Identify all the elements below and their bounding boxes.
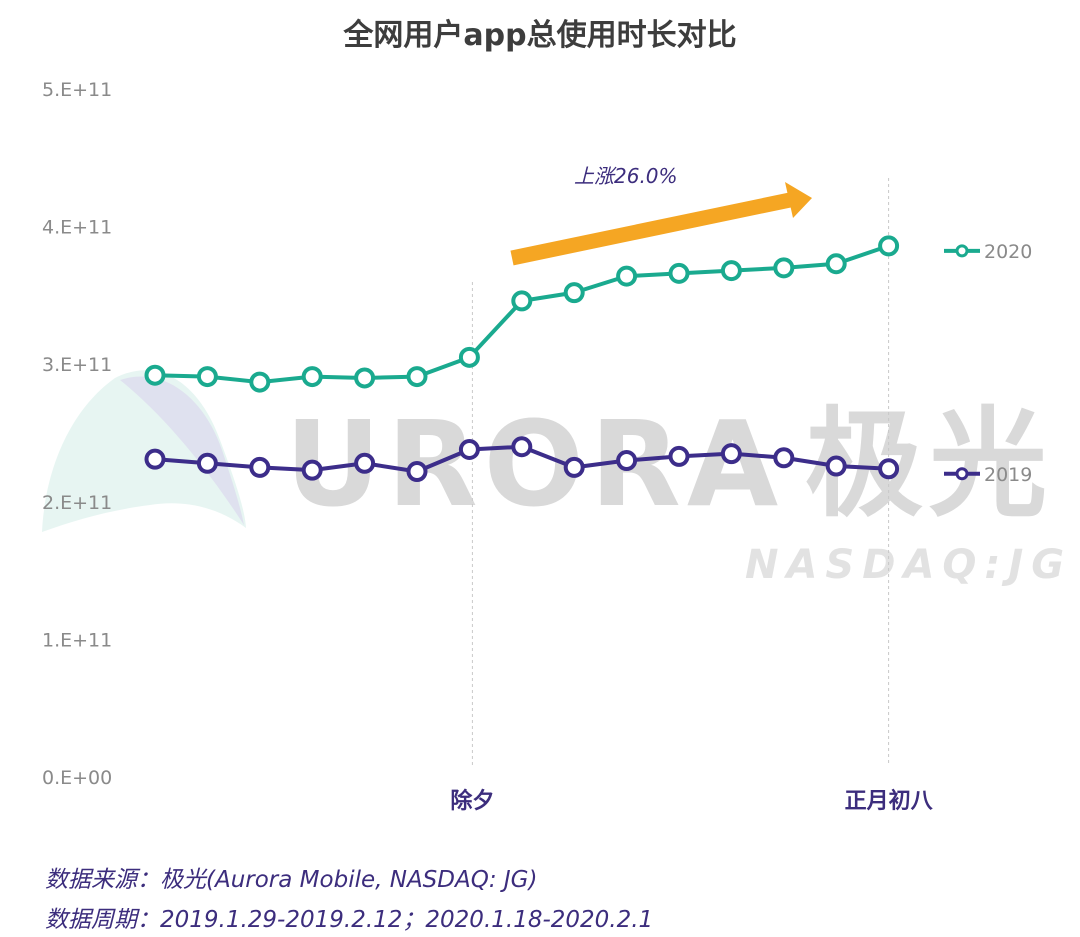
- data-point-2019: [144, 448, 166, 470]
- y-tick-label: 1.E+11: [42, 629, 112, 651]
- data-point-2019: [301, 459, 323, 481]
- data-point-2019: [563, 456, 585, 478]
- chart-title: 全网用户app总使用时长对比: [342, 18, 736, 53]
- data-point-2019: [354, 452, 376, 474]
- data-point-2020: [406, 366, 428, 388]
- footer-period: 数据周期：2019.1.29-2019.2.12；2020.1.18-2020.…: [45, 907, 653, 933]
- data-point-2020: [354, 367, 376, 389]
- y-tick-label: 0.E+00: [42, 767, 112, 789]
- y-tick-label: 5.E+11: [42, 79, 112, 101]
- x-tick-label: 正月初八: [845, 788, 934, 814]
- data-point-2020: [511, 290, 533, 312]
- y-tick-label: 4.E+11: [42, 217, 112, 239]
- legend-swatch-marker-2019: [955, 467, 969, 481]
- data-point-2019: [406, 461, 428, 483]
- data-point-2020: [773, 257, 795, 279]
- watermark-logo-shape-inner: [120, 376, 244, 525]
- footer-source: 数据来源：极光(Aurora Mobile, NASDAQ: JG): [45, 867, 537, 893]
- watermark: URORA 极光 NASDAQ:JG: [42, 370, 1072, 588]
- data-point-2020: [563, 282, 585, 304]
- annotation-arrow-shaft: [510, 192, 792, 266]
- data-point-2020: [249, 371, 271, 393]
- data-point-2020: [720, 260, 742, 282]
- data-point-2020: [878, 235, 900, 257]
- data-point-2019: [249, 456, 271, 478]
- data-point-2020: [616, 265, 638, 287]
- data-point-2020: [668, 262, 690, 284]
- trend-annotation: 上涨26.0%: [510, 164, 812, 266]
- data-point-2020: [458, 346, 480, 368]
- data-point-2019: [878, 458, 900, 480]
- data-point-2019: [825, 455, 847, 477]
- legend-label-2019: 2019: [984, 464, 1032, 486]
- legend-label-2020: 2020: [984, 241, 1032, 263]
- legend-swatch-marker-2020: [955, 244, 969, 258]
- data-point-2020: [301, 366, 323, 388]
- data-point-2020: [144, 364, 166, 386]
- data-point-2019: [616, 450, 638, 472]
- data-point-2020: [196, 366, 218, 388]
- data-point-2019: [511, 436, 533, 458]
- y-tick-label: 3.E+11: [42, 354, 112, 376]
- data-point-2019: [773, 447, 795, 469]
- y-tick-label: 2.E+11: [42, 492, 112, 514]
- annotation-arrow-head: [785, 182, 812, 218]
- annotation-label: 上涨26.0%: [574, 164, 678, 188]
- y-axis: 0.E+00 1.E+11 2.E+11 3.E+11 4.E+11 5.E+11: [42, 79, 112, 789]
- data-point-2019: [668, 445, 690, 467]
- data-point-2019: [196, 452, 218, 474]
- data-point-2020: [825, 253, 847, 275]
- footer: 数据来源：极光(Aurora Mobile, NASDAQ: JG) 数据周期：…: [45, 867, 653, 933]
- data-point-2019: [458, 439, 480, 461]
- data-point-2019: [720, 443, 742, 465]
- series-layer: [144, 235, 900, 483]
- watermark-ticker: NASDAQ:JG: [745, 542, 1072, 588]
- legend: 2020 2019: [944, 241, 1032, 486]
- x-tick-label: 除夕: [450, 788, 494, 814]
- x-axis-markers: 除夕 正月初八: [450, 178, 934, 814]
